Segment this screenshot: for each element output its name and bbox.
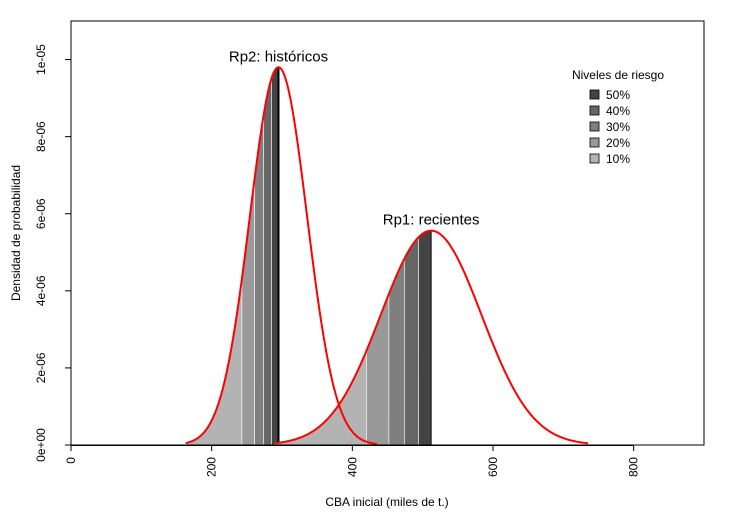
fill-rp1-50pct	[418, 230, 432, 446]
legend-title: Niveles de riesgo	[572, 68, 664, 82]
legend-label: 30%	[606, 120, 630, 134]
y-axis-title: Densidad de probabilidad	[9, 165, 23, 301]
x-tick-label: 400	[345, 457, 359, 477]
density-curve-rp1	[274, 229, 589, 445]
x-tick-label: 200	[205, 457, 219, 477]
legend-swatch	[589, 137, 600, 148]
legend-items: 50% 40% 30% 20% 10%	[589, 88, 630, 166]
fill-rp2-20pct	[241, 178, 255, 446]
legend-swatch	[589, 121, 600, 132]
legend-swatch	[589, 89, 600, 100]
legend-swatch	[589, 105, 600, 116]
legend: Niveles de riesgo 50% 40% 30% 20% 10%	[572, 68, 664, 166]
fill-rp2-50pct	[271, 66, 279, 446]
y-tick-label: 6e-06	[34, 198, 48, 229]
legend-label: 20%	[606, 136, 630, 150]
legend-label: 10%	[606, 152, 630, 166]
density-curves	[185, 66, 589, 446]
y-tick-label: 1e-05	[34, 44, 48, 75]
legend-label: 50%	[606, 88, 630, 102]
legend-label: 40%	[606, 104, 630, 118]
y-tick-label: 8e-06	[34, 121, 48, 152]
y-tick-label: 0e+00	[34, 428, 48, 462]
x-tick-label: 0	[64, 457, 78, 464]
y-tick-label: 4e-06	[34, 275, 48, 306]
fill-rp2-10pct	[185, 278, 243, 446]
legend-swatch	[589, 153, 600, 164]
fill-rp1-40pct	[404, 236, 419, 446]
axes: 0 200 400 600 800 0e+00 2e-06 4e-06 6e-06 8e-06 1e…	[34, 44, 641, 477]
y-tick-label: 2e-06	[34, 352, 48, 383]
curve-annotations: Rp2: históricos Rp1: recientes	[229, 48, 480, 228]
fill-rp1-20pct	[366, 293, 390, 446]
annotation-rp1: Rp1: recientes	[383, 212, 480, 229]
density-curve-rp2	[185, 66, 378, 446]
x-tick-label: 600	[486, 457, 500, 477]
x-tick-label: 800	[627, 457, 641, 477]
x-axis-title: CBA inicial (miles de t.)	[325, 495, 448, 509]
annotation-rp2: Rp2: históricos	[229, 48, 328, 65]
fill-rp2-40pct	[263, 78, 272, 446]
